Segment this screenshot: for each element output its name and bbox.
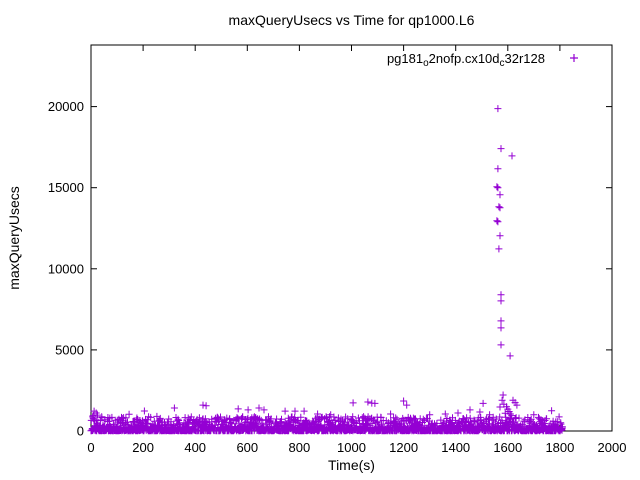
legend-label-subscript: c <box>499 57 505 69</box>
y-tick-label: 0 <box>77 424 84 439</box>
plus-marker-icon <box>570 54 578 62</box>
plot-border <box>90 44 613 432</box>
x-tick-label: 600 <box>236 440 258 455</box>
legend-series-label: pg181o2nofp.cx10dc32r128 <box>386 50 545 69</box>
y-tick-label: 15000 <box>48 180 84 195</box>
x-tick-label: 1600 <box>493 440 522 455</box>
x-tick-label: 400 <box>184 440 206 455</box>
x-axis-label: Time(s) <box>328 457 375 473</box>
y-tick-label: 10000 <box>48 261 84 276</box>
x-tick-label: 800 <box>289 440 311 455</box>
x-tick-label: 1000 <box>337 440 366 455</box>
data-points-series-0 <box>87 105 566 435</box>
x-tick-label: 0 <box>87 440 94 455</box>
axis-ticks <box>90 45 613 432</box>
legend-label-text: pg181 <box>386 50 424 66</box>
legend-label-text: 2nofp.cx10d <box>428 50 500 66</box>
x-tick-label: 1800 <box>545 440 574 455</box>
y-axis-label: maxQueryUsecs <box>6 186 22 290</box>
legend-label-subscript: o <box>423 57 429 69</box>
x-tick-label: 200 <box>132 440 154 455</box>
y-tick-label: 20000 <box>48 99 84 114</box>
x-tick-label: 1200 <box>389 440 418 455</box>
y-tick-label: 5000 <box>55 342 84 357</box>
x-tick-label: 1400 <box>441 440 470 455</box>
chart-title: maxQueryUsecs vs Time for qp1000.L6 <box>228 12 475 28</box>
legend-label-text: 32r128 <box>504 50 545 66</box>
x-tick-label: 2000 <box>598 440 627 455</box>
legend: pg181o2nofp.cx10dc32r128 <box>0 50 580 69</box>
tick-labels: 0 200 400 600 800 1000 1200 1400 1600 1800 2000050… <box>48 99 627 455</box>
